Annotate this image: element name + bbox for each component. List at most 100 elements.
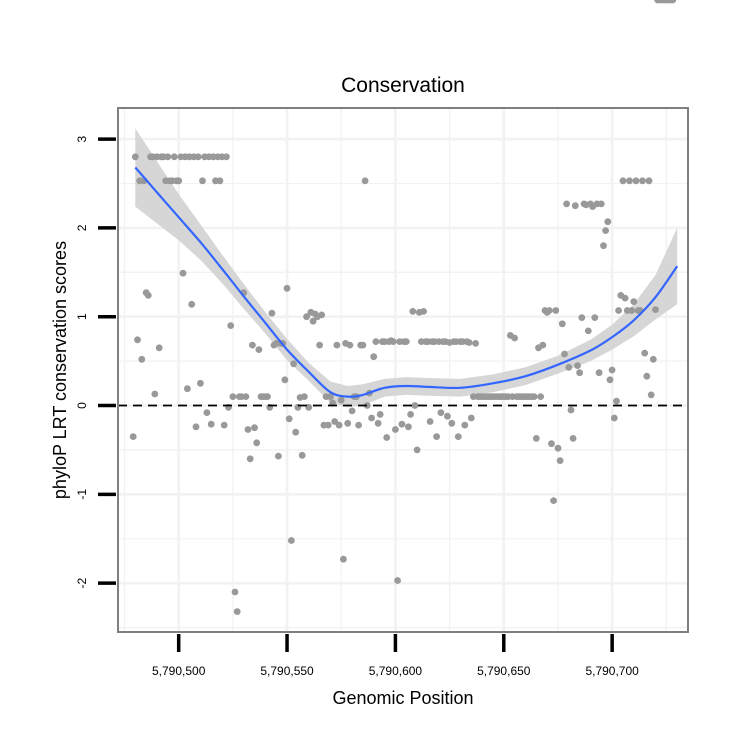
data-point <box>253 439 261 447</box>
data-point <box>344 419 352 427</box>
data-point <box>433 433 440 440</box>
y-tick-label: -1 <box>75 489 89 500</box>
data-point <box>290 360 297 368</box>
data-point <box>613 397 620 405</box>
data-point <box>565 363 573 371</box>
data-point <box>407 411 414 418</box>
data-point <box>138 355 146 363</box>
data-point <box>532 435 540 442</box>
data-point <box>184 385 191 393</box>
data-point <box>402 338 410 345</box>
data-point <box>389 338 397 345</box>
data-point <box>639 177 646 185</box>
data-point <box>413 446 421 454</box>
data-point <box>144 292 152 299</box>
data-point <box>465 339 473 346</box>
data-point <box>309 317 317 325</box>
data-point <box>288 537 295 544</box>
data-point <box>571 202 579 210</box>
panel-border <box>117 107 689 633</box>
data-point <box>597 200 605 208</box>
data-point <box>608 366 616 374</box>
data-point <box>552 307 560 314</box>
data-point <box>578 314 586 321</box>
data-point <box>398 420 406 428</box>
data-point <box>348 407 356 415</box>
data-point <box>335 421 343 429</box>
data-point <box>164 153 172 161</box>
x-tick-label: 5,790,500 <box>152 664 206 678</box>
data-point <box>537 393 544 400</box>
data-point <box>316 341 323 349</box>
data-point <box>426 418 434 425</box>
data-point <box>175 177 183 185</box>
data-point <box>591 314 599 321</box>
data-point <box>530 393 538 400</box>
data-point <box>376 411 384 418</box>
data-point <box>327 393 334 400</box>
data-point <box>630 298 638 305</box>
data-point <box>554 444 562 452</box>
data-point <box>298 451 306 459</box>
data-point <box>246 455 254 463</box>
data-point <box>318 311 326 319</box>
data-point <box>652 306 659 313</box>
data-point <box>647 391 655 399</box>
x-tick-label: 5,790,650 <box>477 664 531 678</box>
data-point <box>574 362 581 369</box>
data-point <box>134 336 141 344</box>
data-point <box>444 412 451 420</box>
data-point <box>242 393 250 400</box>
data-point <box>561 350 568 358</box>
data-point <box>333 341 341 349</box>
data-point <box>151 390 159 398</box>
plot-panel <box>118 108 688 632</box>
data-point <box>409 308 417 315</box>
data-point <box>370 353 378 361</box>
data-point <box>615 307 622 314</box>
data-point <box>437 409 445 416</box>
data-point <box>584 327 592 335</box>
data-point <box>454 433 462 440</box>
data-point <box>220 421 228 429</box>
data-point <box>264 393 271 400</box>
data-point <box>641 349 649 357</box>
data-point <box>628 307 636 314</box>
x-tick-label: 5,790,600 <box>369 664 423 678</box>
data-point <box>324 421 332 429</box>
data-point <box>558 320 566 328</box>
data-point <box>669 0 677 4</box>
data-point <box>359 341 367 349</box>
data-point <box>281 376 289 384</box>
data-point <box>472 340 479 347</box>
data-point <box>131 153 139 161</box>
data-point <box>363 402 371 409</box>
data-point <box>569 435 577 442</box>
data-point <box>550 497 557 504</box>
data-point <box>563 200 570 208</box>
x-axis-title: Genomic Position <box>332 688 473 708</box>
x-tick-label: 5,790,700 <box>585 664 639 678</box>
y-tick-label: 1 <box>75 313 89 320</box>
data-point <box>626 177 633 185</box>
data-point <box>223 153 230 161</box>
data-point <box>216 177 224 185</box>
data-point <box>511 334 518 342</box>
data-point <box>329 399 336 407</box>
data-point <box>649 355 657 363</box>
data-point <box>619 177 627 185</box>
data-point <box>545 307 553 314</box>
data-point <box>129 433 137 440</box>
data-point <box>643 372 651 380</box>
data-point <box>467 414 475 422</box>
data-point <box>374 419 382 427</box>
data-point <box>203 409 211 416</box>
data-point <box>368 414 375 422</box>
data-point <box>227 322 235 329</box>
confidence-band <box>135 128 678 408</box>
data-point <box>251 424 258 432</box>
data-point <box>600 242 607 250</box>
data-point <box>556 457 564 464</box>
data-point <box>392 426 399 433</box>
